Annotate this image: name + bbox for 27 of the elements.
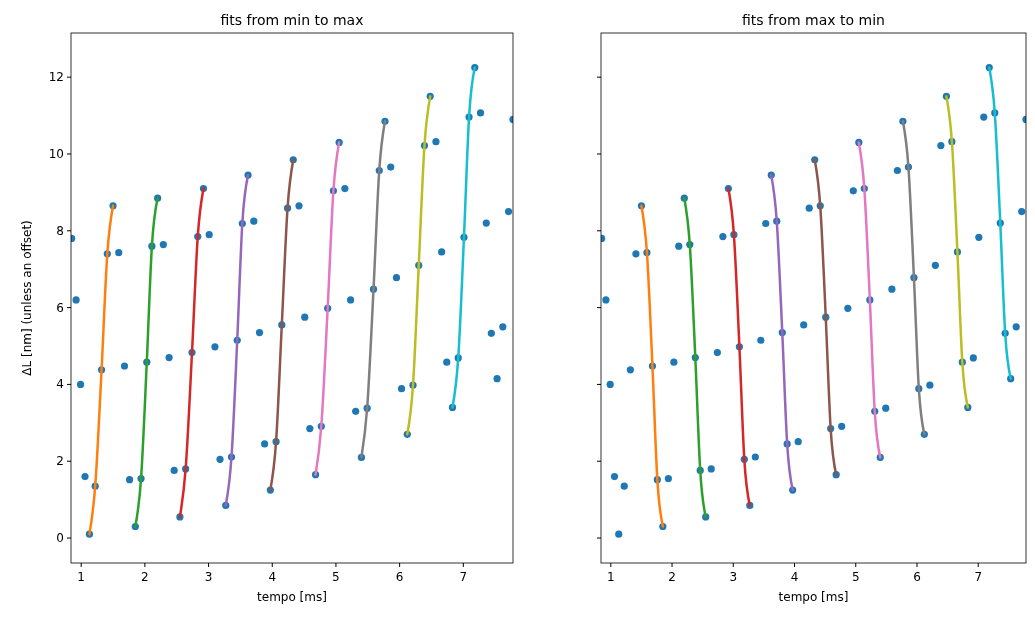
x-tick-label: 6 [913, 570, 921, 584]
x-tick-label: 5 [332, 570, 340, 584]
y-tick-label: 8 [56, 223, 64, 238]
y-tick-label: 12 [48, 70, 64, 85]
x-tick-label: 4 [790, 570, 799, 584]
chart-title: fits from max to min [742, 12, 885, 28]
x-tick-label: 4 [268, 570, 277, 584]
y-axis-title: ΔL [nm] (unless an offset) [20, 220, 34, 376]
y-tick-label: 2 [56, 454, 64, 469]
x-tick-label: 1 [77, 570, 86, 584]
chart-title: fits from min to max [220, 12, 364, 28]
y-tick-label: 6 [56, 300, 64, 315]
y-tick-label: 10 [48, 146, 64, 161]
x-axis-title: tempo [ms] [778, 590, 849, 604]
x-tick-label: 7 [459, 570, 468, 584]
x-axis-title: tempo [ms] [257, 590, 327, 604]
x-tick-label: 6 [395, 570, 404, 584]
y-tick-label: 4 [56, 377, 64, 392]
x-tick-label: 3 [729, 570, 738, 584]
x-tick-label: 1 [606, 570, 615, 584]
y-tick-label: 0 [56, 531, 64, 546]
x-tick-label: 2 [141, 570, 149, 584]
line-series [224, 173, 250, 507]
x-tick-label: 3 [204, 570, 213, 584]
x-tick-label: 5 [851, 570, 860, 584]
x-tick-label: 7 [974, 570, 983, 584]
x-tick-label: 2 [668, 570, 676, 584]
